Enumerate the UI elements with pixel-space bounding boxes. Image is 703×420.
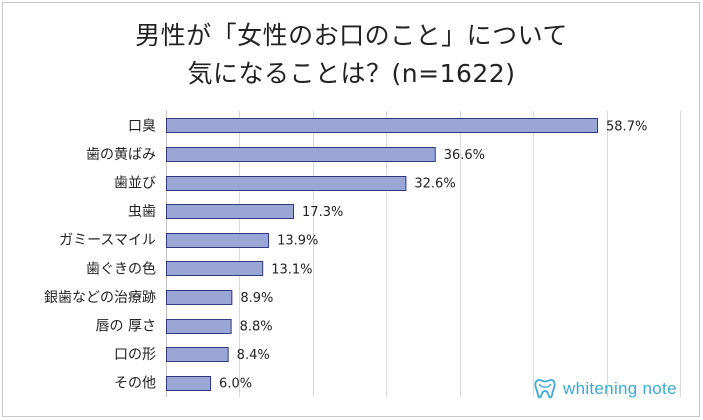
brand-logo: whitening note: [533, 376, 677, 402]
value-label: 17.3%: [302, 205, 343, 220]
value-label: 32.6%: [414, 177, 455, 192]
category-label: 口臭: [128, 118, 156, 134]
value-label: 36.6%: [444, 148, 485, 163]
category-label: 唇の 厚さ: [96, 319, 156, 335]
bar: [166, 290, 233, 305]
bar: [166, 376, 212, 391]
value-label: 58.7%: [606, 119, 647, 134]
bar: [166, 319, 232, 334]
bar: [166, 233, 270, 248]
category-label: ガミースマイル: [59, 233, 156, 249]
bar: [166, 176, 407, 191]
bar: [166, 261, 264, 276]
bar: [166, 118, 599, 133]
tooth-icon: [534, 379, 556, 399]
chart-title-line-2: 気になることは？(n=1622): [187, 59, 516, 88]
category-label: 歯並び: [114, 176, 156, 192]
value-labels: 58.7% 36.6% 32.6% 17.3% 13.9% 13.1% 8.9% 8.8% 8.…: [219, 119, 647, 391]
value-label: 6.0%: [219, 377, 252, 392]
chart-title-line-1: 男性が「女性のお口のこと」について: [135, 21, 568, 50]
bar: [166, 147, 436, 162]
bars: [166, 118, 599, 391]
bar: [166, 204, 295, 219]
category-label: 歯の黄ばみ: [86, 146, 156, 163]
value-label: 8.8%: [240, 320, 273, 335]
category-label: 歯ぐきの色: [86, 260, 156, 277]
value-label: 13.1%: [271, 262, 312, 277]
category-label: 口の形: [114, 347, 156, 363]
brand-logo-text: whitening note: [563, 379, 677, 398]
value-label: 8.9%: [240, 291, 273, 306]
bar: [166, 347, 229, 362]
category-label: 銀歯などの治療跡: [44, 289, 156, 306]
category-label: その他: [114, 376, 156, 392]
value-label: 13.9%: [277, 234, 318, 249]
category-label: 虫歯: [128, 204, 156, 220]
value-label: 8.4%: [237, 348, 270, 363]
